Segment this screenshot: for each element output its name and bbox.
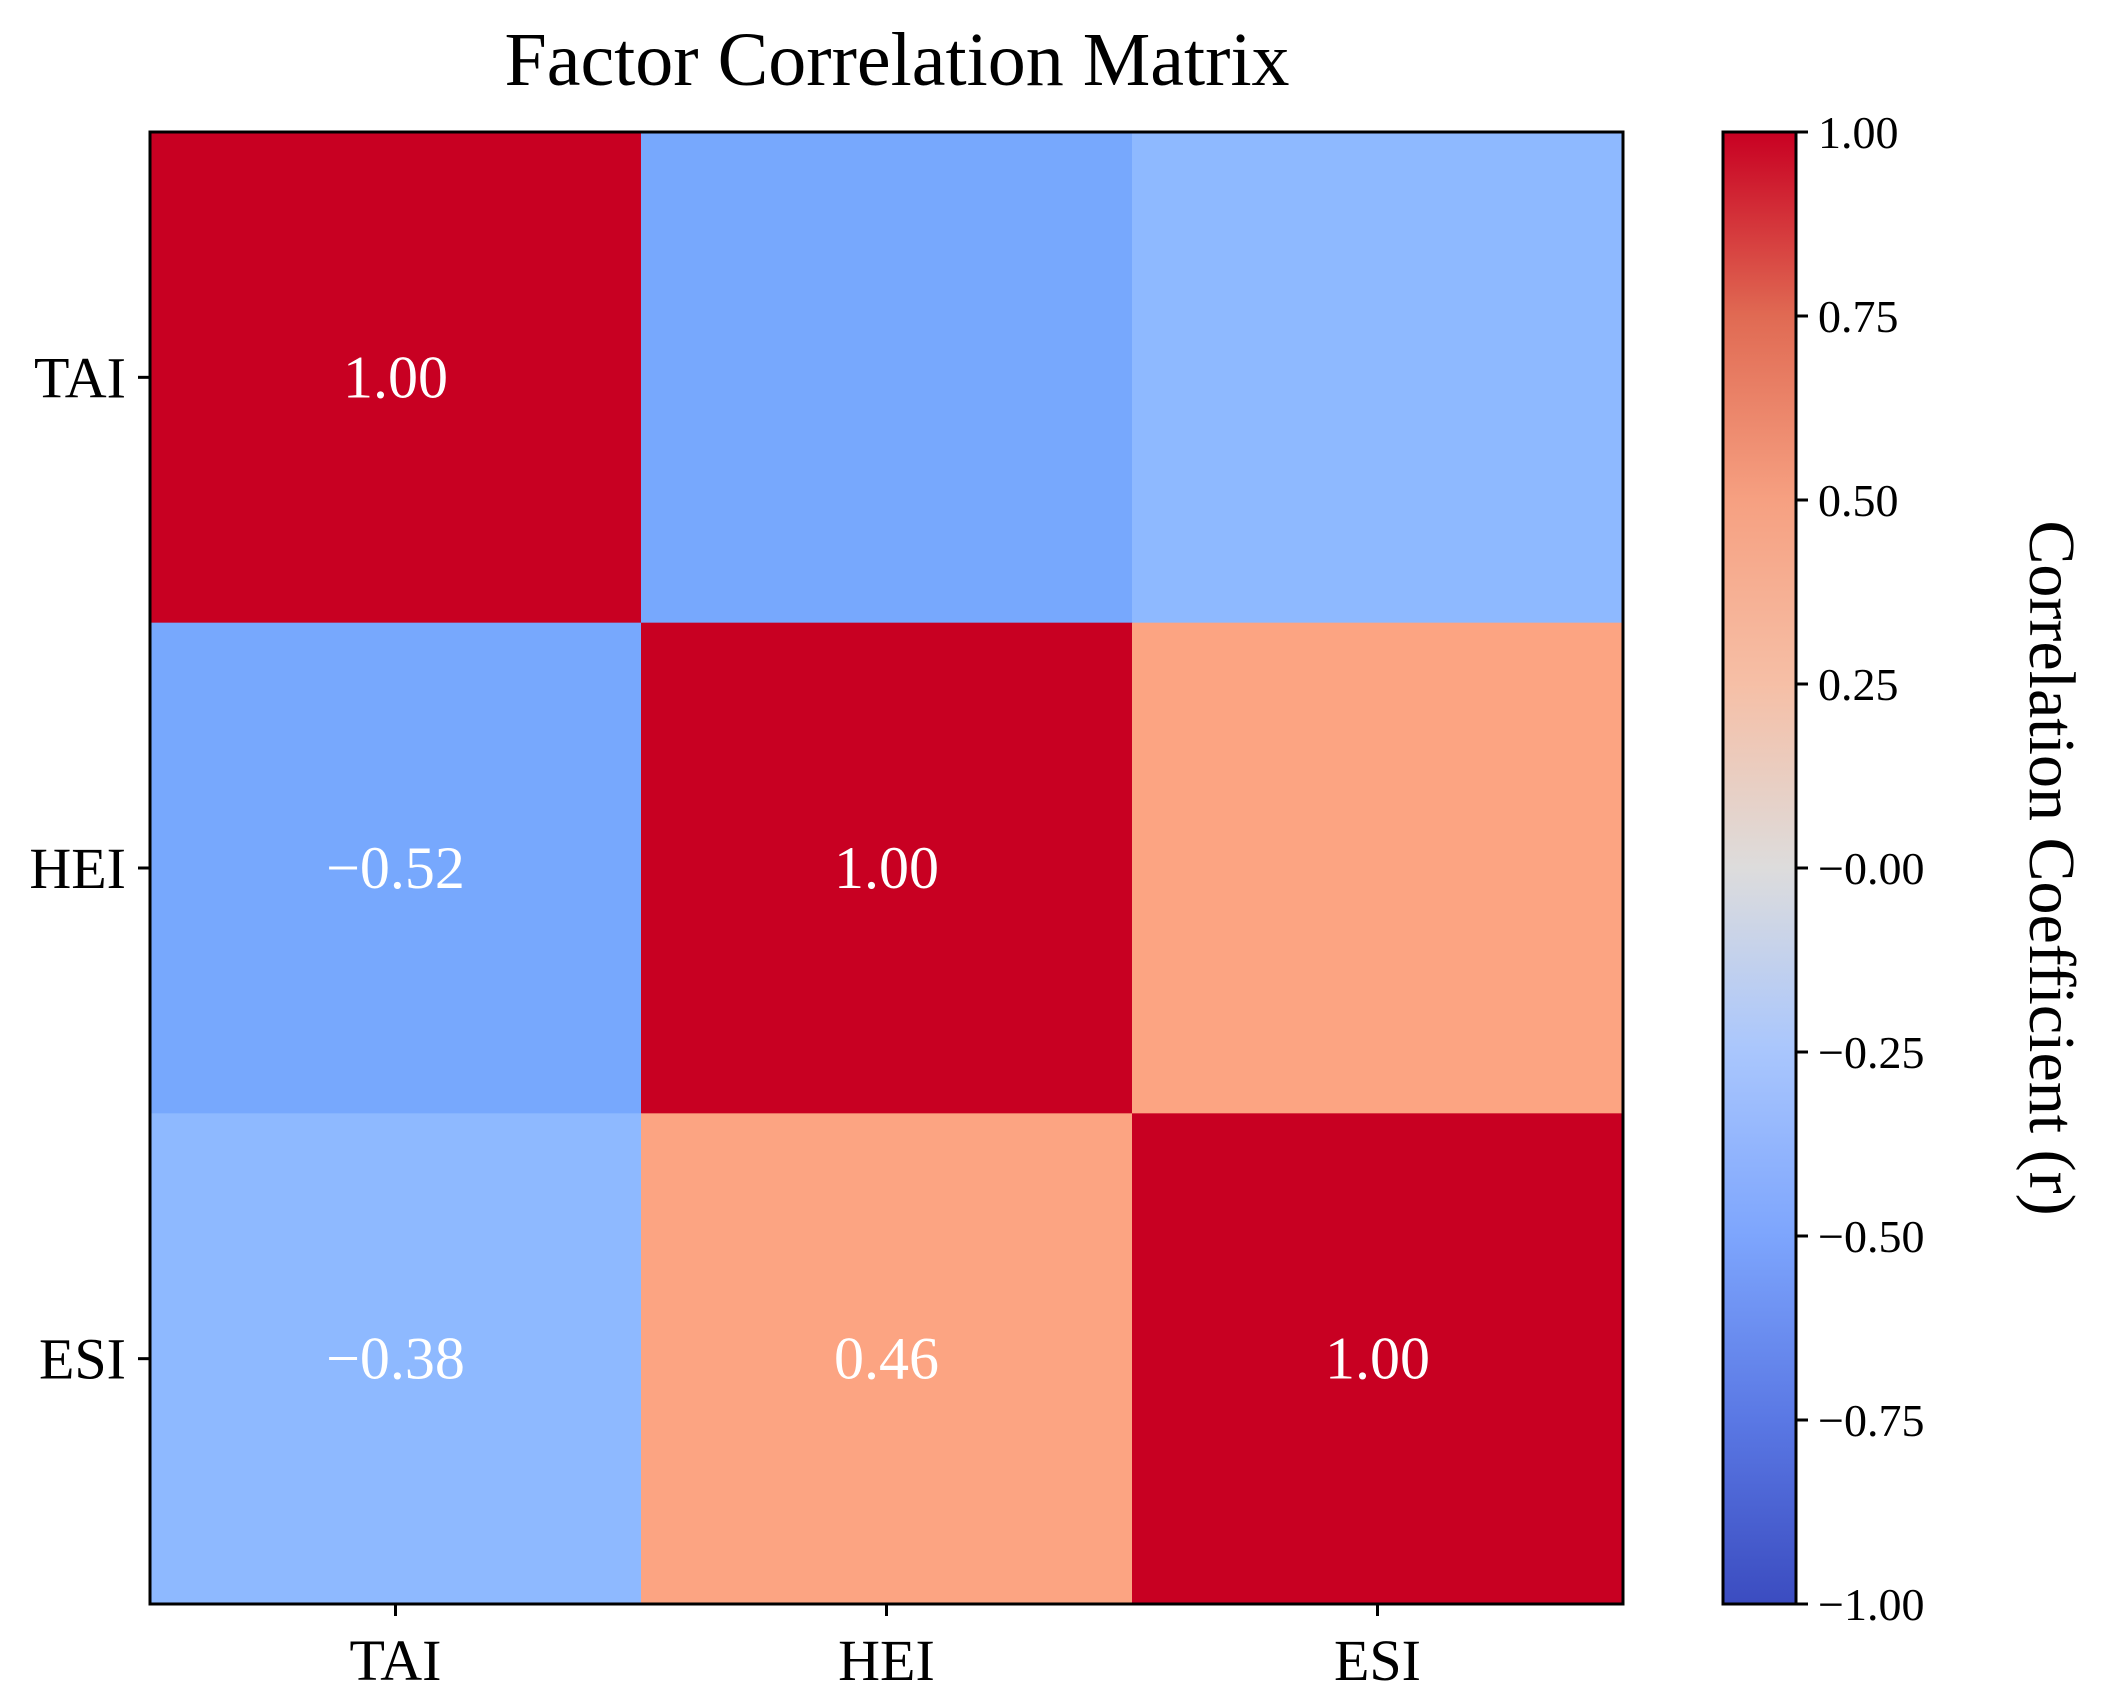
heatmap-cell-hei-hei	[641, 622, 1133, 1114]
cell-value-label: −0.52	[326, 835, 465, 901]
colorbar-tick-label: 0.75	[1818, 291, 1899, 342]
heatmap-cell-hei-esi	[1132, 622, 1624, 1114]
x-axis: TAI HEI ESI	[350, 1604, 1421, 1693]
y-axis: TAI HEI ESI	[29, 345, 150, 1392]
cell-value-label: 0.46	[834, 1326, 939, 1392]
heatmap-cell-esi-hei	[641, 1113, 1133, 1605]
x-tick-label: HEI	[838, 1628, 935, 1693]
heatmap-cell-esi-tai	[150, 1113, 642, 1605]
colorbar-tick-label: −0.00	[1818, 843, 1924, 894]
y-tick-label: ESI	[39, 1327, 126, 1392]
heatmap-cell-labels: 1.00 −0.52 1.00 −0.38 0.46 1.00	[326, 344, 1430, 1391]
heatmap-cell-tai-tai	[150, 132, 642, 624]
heatmap-cell-tai-esi	[1132, 132, 1624, 624]
heatmap-cell-esi-esi	[1132, 1113, 1624, 1605]
heatmap-cells	[150, 132, 1624, 1605]
cell-value-label: 1.00	[834, 835, 939, 901]
colorbar-tick-label: 0.50	[1818, 475, 1899, 526]
colorbar	[1721, 130, 1798, 1606]
colorbar-ticks: 1.00 0.75 0.50 0.25 −0.00 −0.25 −0.50 −0.75 −1.0…	[1796, 107, 1924, 1630]
colorbar-tick-label: −0.50	[1818, 1211, 1924, 1262]
cell-value-label: 1.00	[343, 344, 448, 410]
colorbar-tick-label: 1.00	[1818, 107, 1899, 158]
x-tick-label: TAI	[350, 1628, 442, 1693]
colorbar-tick-label: −1.00	[1818, 1579, 1924, 1630]
cell-value-label: 1.00	[1325, 1326, 1430, 1392]
heatmap-cell-tai-hei	[641, 132, 1133, 624]
y-tick-label: HEI	[29, 836, 126, 901]
x-tick-label: ESI	[1334, 1628, 1421, 1693]
y-tick-label: TAI	[34, 345, 126, 410]
cell-value-label: −0.38	[326, 1326, 465, 1392]
chart-title: Factor Correlation Matrix	[504, 18, 1289, 102]
heatmap-cell-hei-tai	[150, 622, 642, 1114]
colorbar-tick-label: −0.25	[1818, 1027, 1924, 1078]
colorbar-tick-label: 0.25	[1818, 659, 1899, 710]
colorbar-label: Correlation Coefficient (r)	[2015, 520, 2088, 1215]
colorbar-tick-label: −0.75	[1818, 1395, 1924, 1446]
